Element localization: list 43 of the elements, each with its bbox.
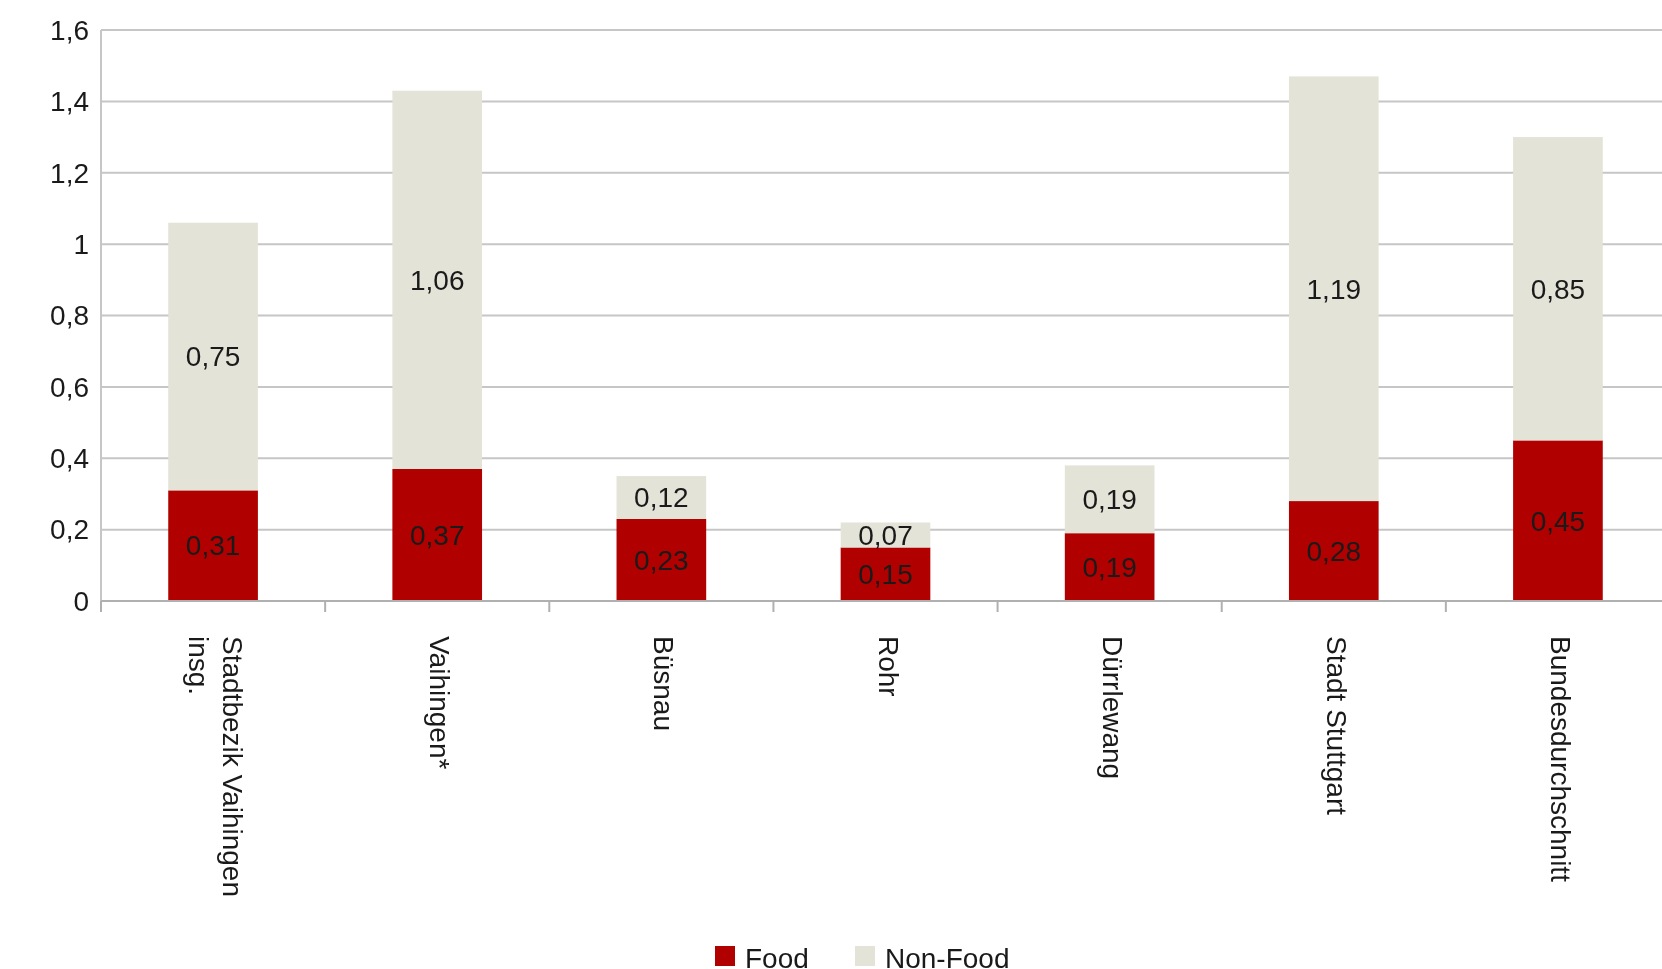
y-tick-label: 1,2 — [50, 157, 89, 189]
y-tick-label: 0,6 — [50, 371, 89, 403]
data-label: 0,37 — [409, 519, 465, 551]
y-tick-label: 0,8 — [50, 300, 89, 332]
x-tick-label: Stadtbezik Vaihingen insg. — [182, 636, 248, 897]
legend-label: Non-Food — [885, 942, 1010, 969]
y-tick-label: 0,4 — [50, 443, 89, 475]
y-tick-label: 1 — [73, 228, 89, 260]
x-tick-label: Rohr — [872, 636, 904, 697]
data-label: 1,06 — [409, 264, 465, 296]
legend-label: Food — [745, 942, 809, 969]
bar — [1288, 76, 1379, 502]
data-label: 0,12 — [634, 482, 689, 514]
data-label: 0,45 — [1530, 505, 1586, 537]
y-tick-label: 0,2 — [50, 514, 89, 546]
data-label: 1,19 — [1306, 273, 1362, 305]
bar — [1513, 137, 1603, 441]
x-tick-label: Vaihingen* — [423, 636, 455, 770]
x-tick-label: Stadt Stuttgart — [1320, 636, 1352, 816]
y-tick-label: 1,6 — [50, 14, 89, 46]
data-label: 0,85 — [1530, 273, 1586, 305]
bar — [168, 222, 258, 491]
data-label: 0,15 — [858, 559, 913, 591]
data-label: 0,28 — [1306, 535, 1362, 567]
data-label: 0,75 — [185, 341, 241, 373]
bar — [616, 518, 707, 601]
data-label: 0,31 — [185, 530, 241, 562]
x-tick-label: Büsnau — [647, 636, 679, 731]
data-label: 0,19 — [1082, 551, 1137, 583]
data-label: 0,07 — [858, 519, 913, 551]
bar — [392, 468, 483, 601]
bar — [1064, 533, 1155, 601]
data-label: 0,19 — [1082, 484, 1137, 516]
x-tick-label: Bundesdurchschnitt — [1544, 636, 1576, 883]
bar — [392, 90, 483, 469]
y-tick-label: 0 — [73, 585, 89, 617]
bar — [1288, 501, 1379, 601]
data-label: 0,23 — [634, 544, 689, 576]
y-tick-label: 1,4 — [50, 86, 89, 118]
x-tick-label: Dürrlewang — [1096, 636, 1128, 780]
bar — [168, 490, 258, 601]
bar — [1064, 465, 1155, 534]
bar — [1513, 440, 1603, 601]
